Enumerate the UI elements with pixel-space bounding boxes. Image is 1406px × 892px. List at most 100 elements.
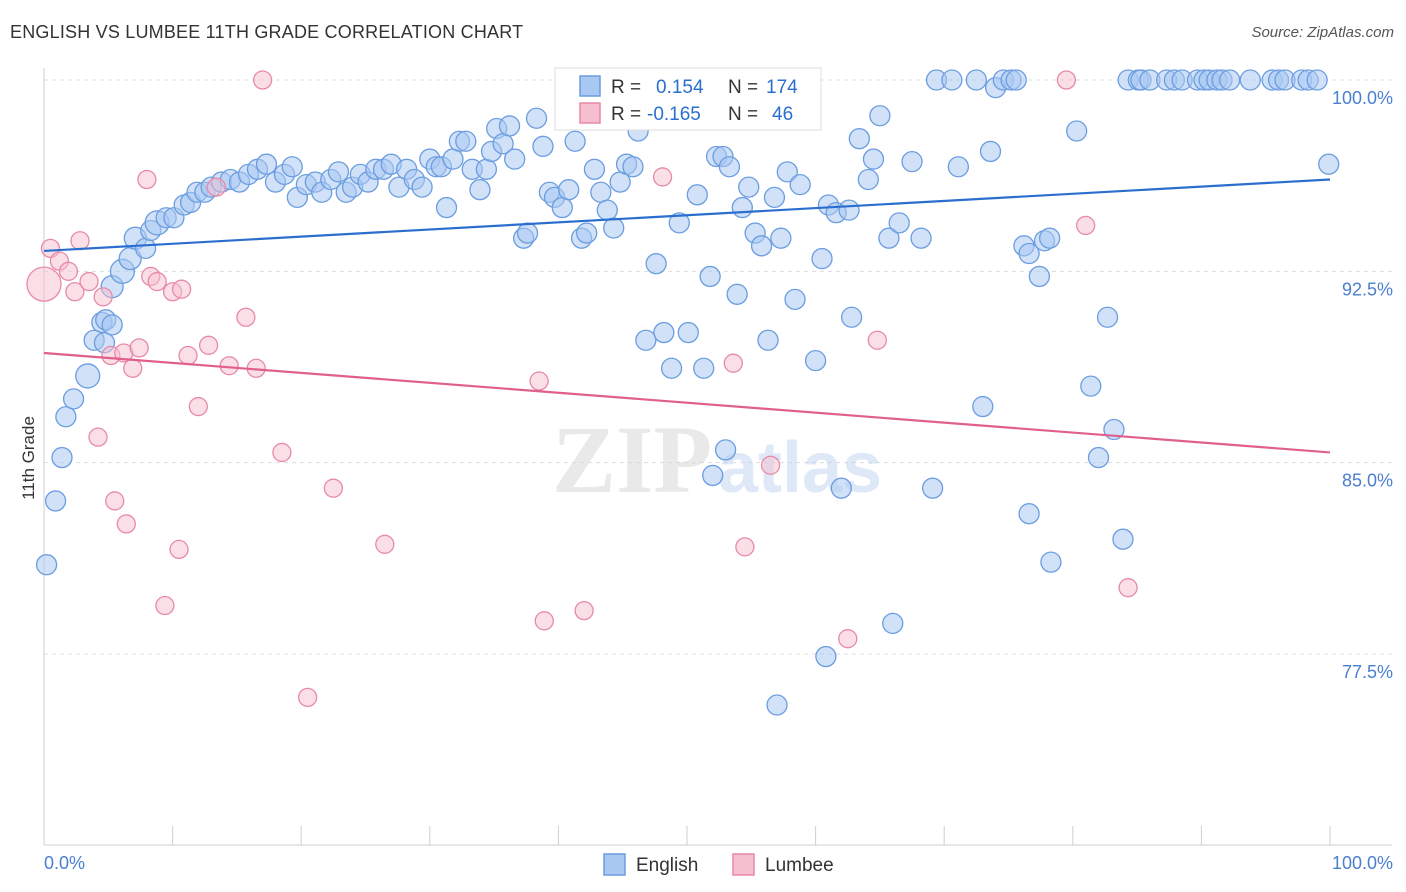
lumbee-point	[123, 358, 143, 378]
lumbee-point	[1076, 215, 1096, 236]
lumbee-point	[79, 271, 99, 292]
lumbee-point	[867, 330, 887, 350]
lumbee-point	[198, 335, 219, 355]
lumbee-point	[375, 534, 395, 554]
axes	[43, 68, 1392, 846]
lumbee-points	[26, 70, 1138, 708]
english-point	[551, 196, 573, 219]
lumbee-point	[88, 427, 108, 447]
english-point	[327, 161, 350, 183]
lumbee-point	[105, 491, 125, 511]
english-point	[699, 265, 721, 288]
english-point	[941, 69, 963, 91]
english-point	[718, 156, 741, 178]
english-point	[44, 490, 67, 512]
lumbee-n-label: N =	[728, 104, 758, 125]
lumbee-point	[169, 539, 189, 560]
english-point	[757, 329, 779, 351]
lumbee-point	[65, 282, 85, 302]
y-tick-label: 77.5%	[1342, 662, 1393, 682]
english-point	[564, 130, 586, 152]
lumbee-point	[534, 611, 554, 631]
lumbee-point	[252, 70, 273, 90]
english-point	[910, 227, 932, 249]
english-point	[811, 247, 833, 270]
lumbee-legend-label: Lumbee	[765, 855, 834, 876]
english-point	[848, 128, 870, 150]
chart-title: ENGLISH VS LUMBEE 11TH GRADE CORRELATION…	[10, 22, 524, 42]
english-point	[62, 388, 85, 410]
english-point	[525, 107, 548, 129]
lumbee-point	[1056, 70, 1077, 90]
english-point	[882, 612, 904, 635]
english-point	[815, 645, 837, 668]
lumbee-point	[188, 396, 208, 417]
english-point	[1018, 503, 1040, 525]
english-point	[784, 288, 806, 311]
lumbee-point	[323, 478, 344, 498]
english-trendline	[43, 178, 1331, 253]
english-point	[469, 179, 491, 201]
trendlines	[43, 178, 1331, 454]
english-point	[979, 140, 1002, 163]
english-point	[965, 69, 987, 91]
english-point	[1005, 69, 1027, 91]
english-point	[603, 217, 625, 239]
y-tick-label: 85.0%	[1342, 471, 1393, 491]
english-point	[862, 148, 885, 170]
lumbee-legend-icon	[732, 853, 755, 876]
english-point	[504, 148, 526, 170]
lumbee-point	[26, 266, 62, 302]
english-point	[766, 694, 788, 716]
english-point	[668, 212, 690, 234]
english-point	[134, 237, 157, 260]
english-point	[1306, 69, 1328, 91]
lumbee-point	[574, 600, 594, 621]
english-point	[1040, 551, 1062, 573]
english-point	[532, 135, 554, 157]
lumbee-point	[1118, 578, 1138, 598]
english-point	[1080, 375, 1102, 397]
y-tick-labels: 100.0% 92.5% 85.0% 77.5%	[1332, 88, 1393, 682]
watermark-atlas: atlas	[718, 428, 882, 508]
english-point	[714, 439, 737, 461]
lumbee-point	[838, 629, 858, 649]
lumbee-point	[760, 455, 781, 475]
english-point	[55, 406, 77, 428]
lumbee-point	[206, 177, 226, 197]
english-point	[35, 554, 58, 576]
y-tick-label: 100.0%	[1332, 88, 1393, 108]
lumbee-point	[272, 442, 292, 463]
english-r-label: R =	[611, 77, 641, 98]
english-point	[1066, 120, 1088, 142]
english-point	[947, 156, 969, 178]
y-axis-label: 11th Grade	[19, 416, 38, 500]
lumbee-point	[147, 271, 167, 292]
english-point	[1112, 528, 1134, 550]
english-point	[901, 150, 923, 173]
english-point	[1028, 265, 1051, 288]
english-point	[789, 173, 811, 196]
lumbee-point	[116, 514, 136, 534]
y-tick-label: 92.5%	[1342, 279, 1393, 299]
english-point	[838, 199, 860, 221]
english-point	[596, 199, 618, 221]
lumbee-point	[723, 353, 743, 373]
english-point	[576, 222, 598, 244]
english-point	[583, 158, 606, 180]
english-point	[442, 148, 464, 170]
english-point	[750, 235, 773, 257]
lumbee-point	[129, 338, 149, 358]
english-point	[635, 329, 657, 351]
english-point	[677, 321, 699, 344]
english-point	[51, 446, 73, 469]
x-tick-label-max: 100.0%	[1332, 853, 1393, 873]
english-point	[75, 363, 101, 389]
english-point	[516, 222, 539, 244]
english-point	[1239, 69, 1261, 91]
english-point	[702, 464, 724, 487]
english-point	[653, 321, 675, 344]
english-point	[731, 196, 753, 219]
lumbee-point	[297, 687, 318, 708]
